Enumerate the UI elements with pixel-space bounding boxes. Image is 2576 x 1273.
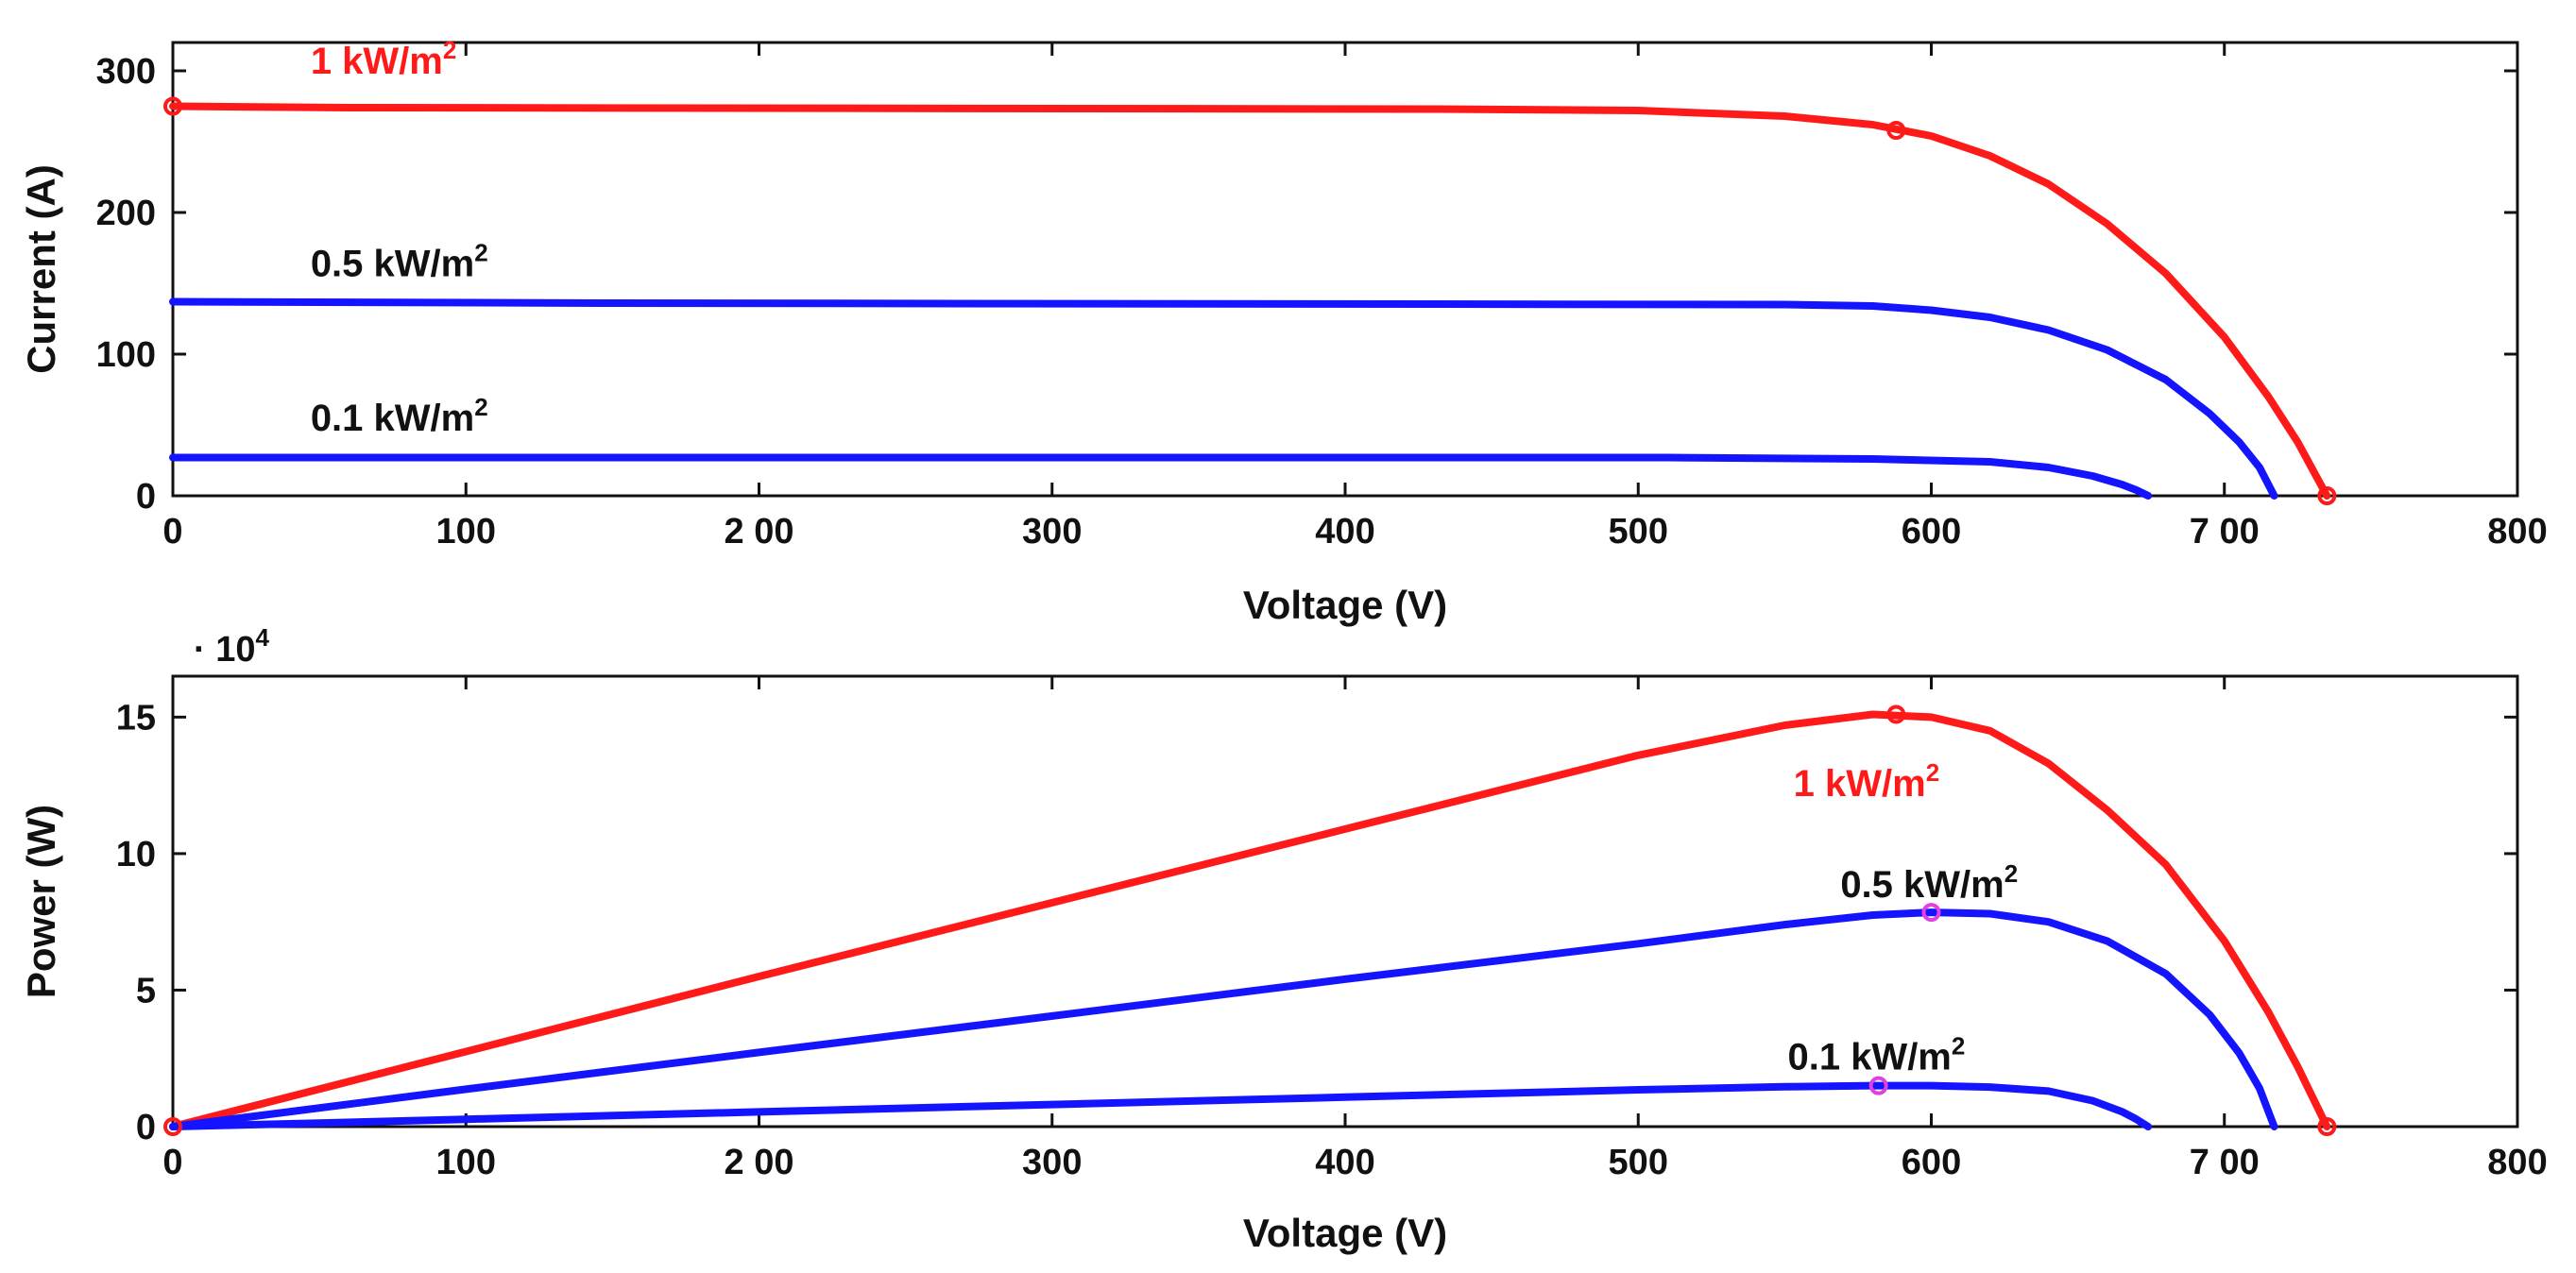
pv-xtick-label: 100 (436, 1143, 496, 1182)
pv-annotation: 0.1 kW/m2 (1787, 1031, 1965, 1078)
iv-series-1-line (169, 297, 2278, 500)
iv-xtick-label: 7 00 (2190, 512, 2260, 552)
iv-marker (1886, 121, 1906, 140)
iv-ytick-label: 200 (96, 194, 156, 233)
pv-annotation: 0.5 kW/m2 (1840, 859, 2018, 906)
iv-marker (2317, 486, 2337, 505)
pv-exponent-label: · 104 (194, 623, 269, 670)
iv-series-2-line (169, 453, 2153, 500)
pv-xtick-label: 400 (1315, 1143, 1374, 1182)
pv-ylabel: Power (W) (19, 805, 63, 998)
pv-xtick-label: 300 (1022, 1143, 1082, 1182)
iv-chart: 0 100 2 00 300 400 500 600 7 00 8000100200300Vol… (19, 36, 2548, 627)
pv-xlabel: Voltage (V) (1243, 1211, 1447, 1255)
pv-axes-box (171, 674, 2519, 1129)
iv-xtick-label: 600 (1902, 512, 1961, 552)
pv-xtick-label: 800 (2487, 1143, 2547, 1182)
pv-marker (2317, 1117, 2337, 1136)
iv-ylabel: Current (A) (19, 164, 63, 374)
iv-xtick-label: 500 (1609, 512, 1668, 552)
pv-xtick-label: 2 00 (725, 1143, 794, 1182)
pv-marker (1868, 1076, 1888, 1095)
pv-chart: 0 100 2 00 300 400 500 600 7 00 800 0 5 10 15 Voltage… (19, 623, 2548, 1255)
pv-xtick-label: 7 00 (2190, 1143, 2260, 1182)
iv-marker (163, 96, 182, 116)
pv-xtick-label: 0 (162, 1143, 182, 1182)
pv-series-2-line (169, 1081, 2153, 1130)
pv-xtick-label: 600 (1902, 1143, 1961, 1182)
iv-xtick-label: 0 (162, 512, 182, 552)
iv-xtick-label: 300 (1022, 512, 1082, 552)
pv-marker (163, 1117, 182, 1136)
pv-series-1-line (169, 908, 2278, 1130)
pv-ytick-label: 10 (116, 835, 156, 874)
pv-xtick-label: 500 (1609, 1143, 1668, 1182)
iv-ytick-label: 100 (96, 335, 156, 375)
pv-annotation: 1 kW/m2 (1794, 758, 1940, 805)
pv-ytick-label: 5 (136, 971, 156, 1010)
iv-xtick-label: 400 (1315, 512, 1374, 552)
iv-annotation: 0.1 kW/m2 (311, 393, 488, 439)
iv-series-0-line (169, 102, 2331, 500)
iv-xtick-label: 800 (2487, 512, 2547, 552)
iv-annotation: 0.5 kW/m2 (311, 239, 488, 285)
pv-marker (1921, 903, 1941, 923)
iv-ytick-label: 0 (136, 477, 156, 517)
iv-annotation: 1 kW/m2 (311, 36, 457, 82)
iv-ytick-label: 300 (96, 52, 156, 92)
pv-marker (1886, 704, 1906, 724)
iv-xtick-label: 100 (436, 512, 496, 552)
pv-series-0-line (169, 710, 2331, 1130)
iv-xlabel: Voltage (V) (1243, 583, 1447, 627)
pv-ytick-label: 15 (116, 698, 156, 738)
pv-ytick-label: 0 (136, 1108, 156, 1147)
iv-xtick-label: 2 00 (725, 512, 794, 552)
